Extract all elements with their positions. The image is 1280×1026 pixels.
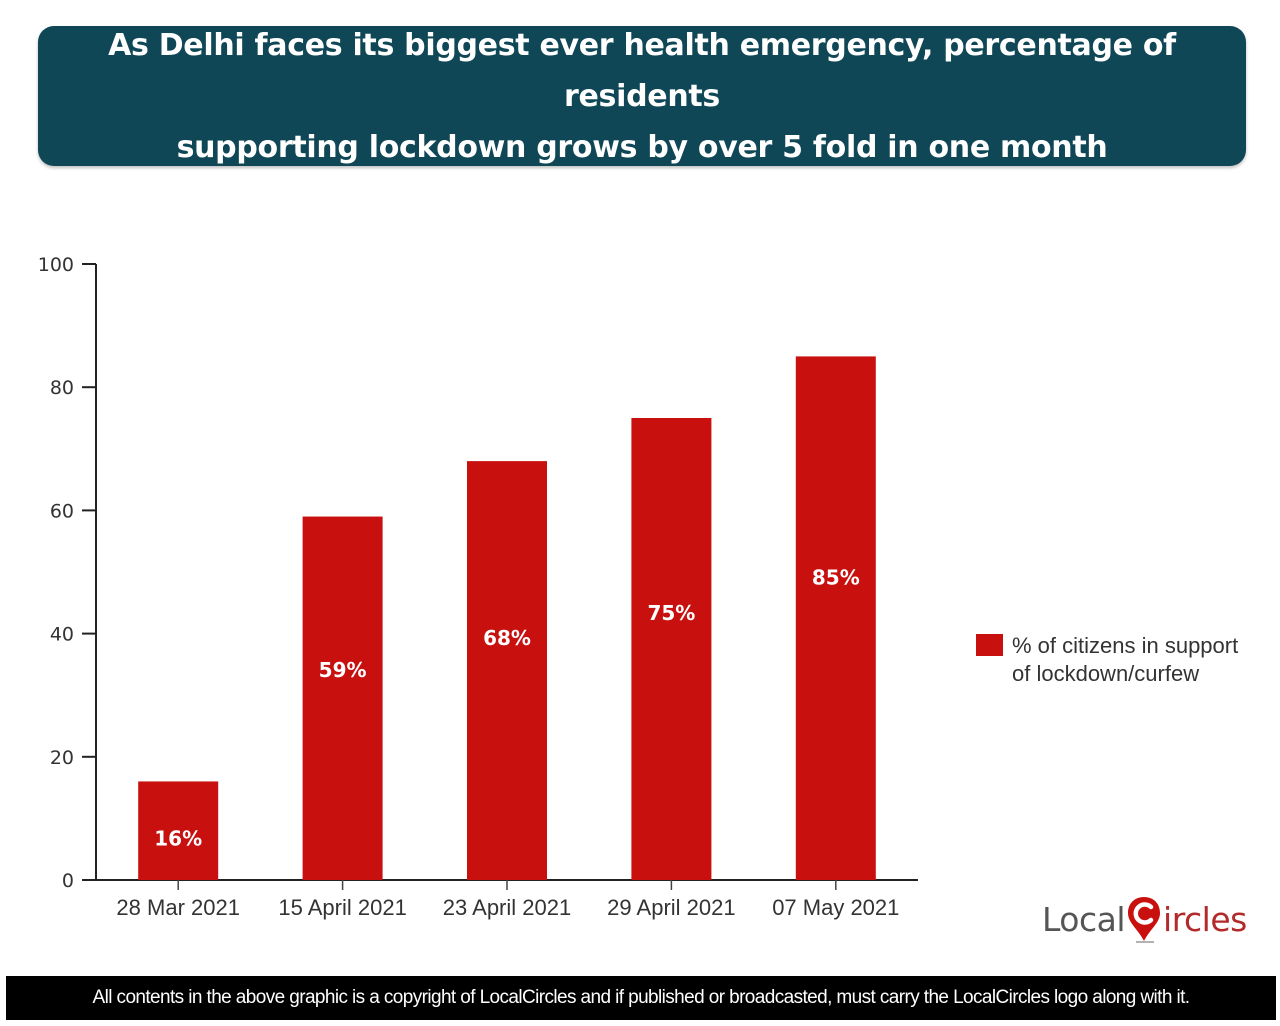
y-axis: 0 20 40 60 80 100 xyxy=(38,254,97,892)
title-banner: As Delhi faces its biggest ever health e… xyxy=(38,26,1246,166)
x-tick-label: 15 April 2021 xyxy=(278,895,406,920)
legend-label-line-1: % of citizens in support xyxy=(1012,633,1239,658)
y-tick-label: 100 xyxy=(38,254,74,276)
bar-data-label: 16% xyxy=(154,827,202,851)
bar xyxy=(795,356,876,880)
y-tick-label: 60 xyxy=(50,500,74,522)
bar xyxy=(631,418,712,880)
logo-text-circles: ircles xyxy=(1163,899,1247,939)
legend: % of citizens in support of lockdown/cur… xyxy=(976,632,1272,688)
title-line-2: supporting lockdown grows by over 5 fold… xyxy=(176,129,1108,165)
x-tick-label: 29 April 2021 xyxy=(607,895,735,920)
logo-text-local: Local xyxy=(1042,899,1126,939)
x-tick-label: 28 Mar 2021 xyxy=(116,895,240,920)
y-tick-label: 40 xyxy=(50,624,74,646)
bar xyxy=(138,781,219,880)
chart-title: As Delhi faces its biggest ever health e… xyxy=(38,20,1246,173)
legend-swatch xyxy=(976,634,1003,656)
legend-label: % of citizens in support of lockdown/cur… xyxy=(1012,632,1272,688)
localcircles-logo: Local ircles xyxy=(1042,893,1247,945)
bars: 16% 59% 68% 75% 85% xyxy=(138,356,876,880)
copyright-footer: All contents in the above graphic is a c… xyxy=(6,976,1276,1020)
legend-label-line-2: of lockdown/curfew xyxy=(1012,661,1200,686)
x-axis: 28 Mar 2021 15 April 2021 23 April 2021 29 … xyxy=(82,879,918,920)
bar-data-label: 85% xyxy=(812,565,860,589)
location-pin-icon xyxy=(1126,893,1162,945)
x-tick-label: 07 May 2021 xyxy=(772,895,899,920)
y-tick-label: 0 xyxy=(62,870,74,892)
title-line-1: As Delhi faces its biggest ever health e… xyxy=(108,27,1176,114)
bar xyxy=(467,461,547,880)
x-tick-label: 23 April 2021 xyxy=(443,895,571,920)
y-tick-label: 80 xyxy=(50,377,74,399)
bar xyxy=(302,516,383,880)
copyright-text: All contents in the above graphic is a c… xyxy=(92,987,1191,1008)
bar-data-label: 75% xyxy=(647,601,695,625)
bar-data-label: 59% xyxy=(319,658,367,682)
y-tick-label: 20 xyxy=(50,747,74,769)
bar-data-label: 68% xyxy=(483,626,531,650)
